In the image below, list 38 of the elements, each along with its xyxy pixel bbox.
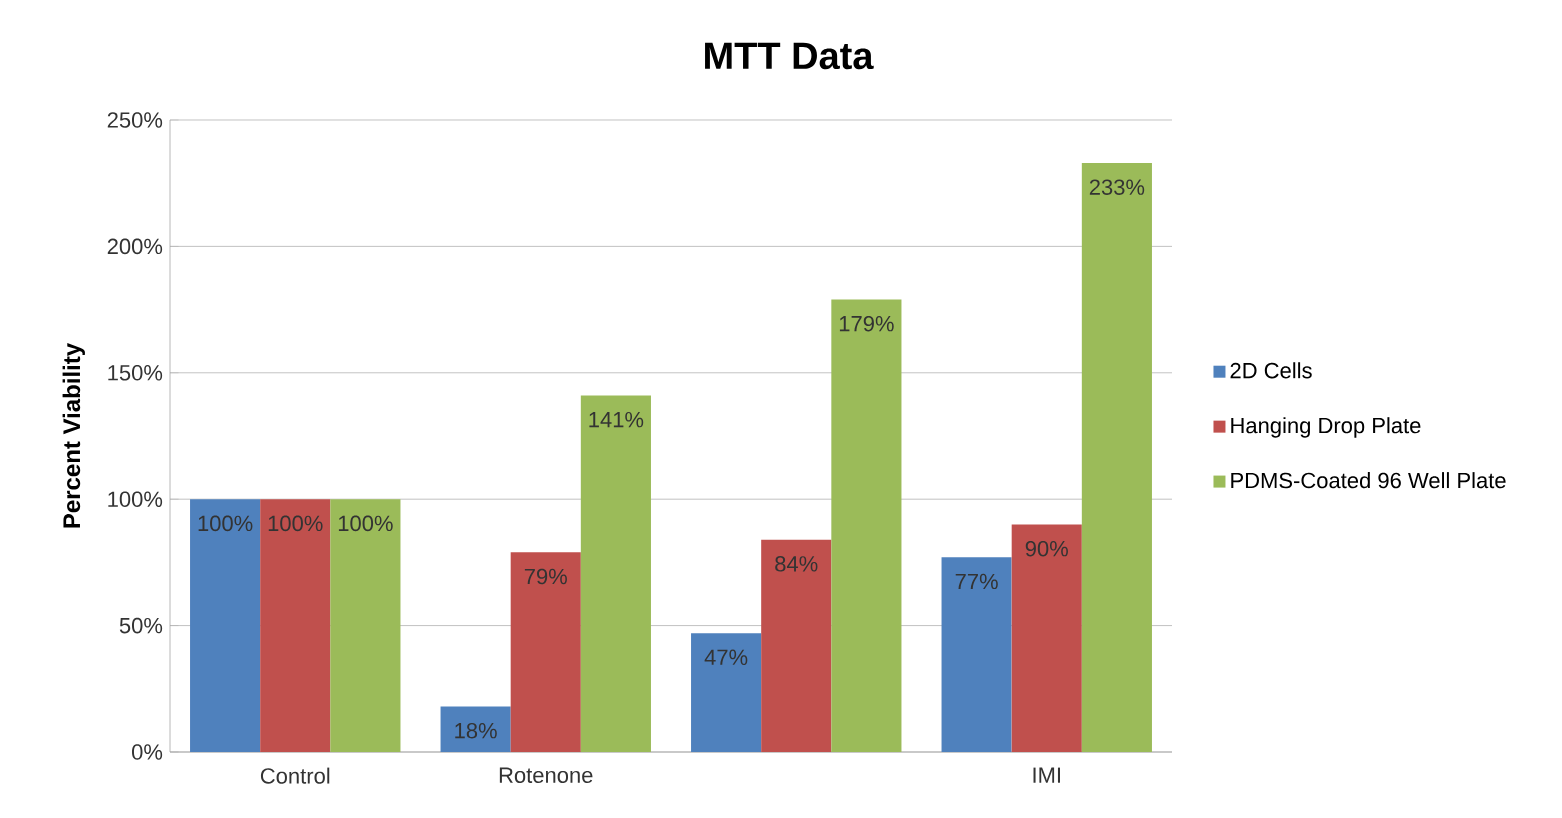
bar <box>1081 162 1152 752</box>
data-label: 179% <box>839 315 894 332</box>
bar <box>330 499 401 752</box>
bar <box>580 395 651 752</box>
bar <box>440 706 511 752</box>
x-tick-label: IMI <box>1033 767 1060 783</box>
data-label: 100% <box>338 515 393 532</box>
data-label: 100% <box>198 515 253 532</box>
data-label: 90% <box>1025 540 1068 557</box>
bar <box>260 499 331 752</box>
y-tick-label: 100% <box>108 491 163 507</box>
bar <box>510 552 581 752</box>
legend-label: 2D Cells <box>1230 362 1312 379</box>
bar <box>941 557 1012 752</box>
x-tick-label: Rotenone <box>499 767 593 783</box>
legend-label: Hanging Drop Plate <box>1231 417 1421 438</box>
data-label: 100% <box>268 515 323 532</box>
y-axis-title: Percent Viability <box>62 342 85 528</box>
data-label: 47% <box>704 649 748 665</box>
y-tick-label: 150% <box>108 365 163 381</box>
bar <box>1011 524 1082 752</box>
data-label: 141% <box>589 411 644 428</box>
bar <box>691 633 762 752</box>
chart-title: MTT Data <box>705 42 874 70</box>
data-label: 84% <box>775 556 818 572</box>
data-label: 233% <box>1089 179 1145 195</box>
x-tick-label: Control <box>260 767 330 784</box>
y-tick-label: 200% <box>107 238 163 255</box>
bar <box>190 499 261 752</box>
data-label: 77% <box>955 573 998 590</box>
y-tick-label: 50% <box>119 617 163 634</box>
y-tick-label: 0% <box>132 744 163 760</box>
bar <box>831 299 902 752</box>
data-label: 18% <box>455 722 497 739</box>
bar <box>761 539 832 752</box>
data-label: 79% <box>524 568 567 585</box>
legend-label: PDMS-Coated 96 Well Plate <box>1231 472 1506 489</box>
y-tick-label: 250% <box>107 112 163 128</box>
